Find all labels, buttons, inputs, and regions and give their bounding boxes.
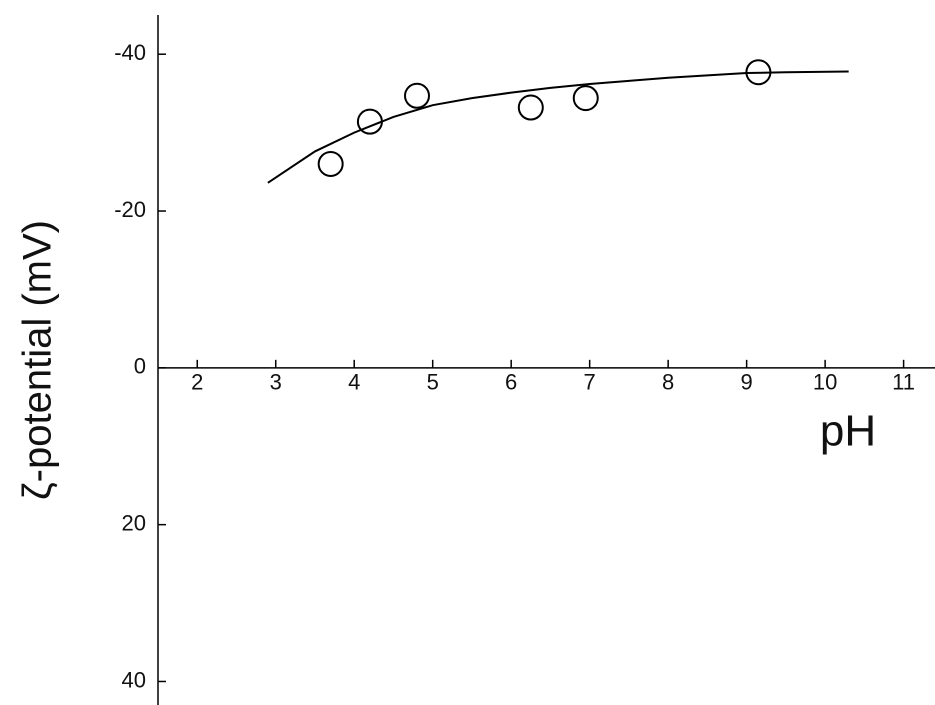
x-tick-label: 2 <box>191 370 203 395</box>
x-axis-label: pH <box>820 407 876 456</box>
x-tick-label: 5 <box>427 370 439 395</box>
y-axis-label: ζ-potential (mV) <box>16 220 60 500</box>
data-point <box>319 152 343 176</box>
x-tick-label: 11 <box>892 370 915 395</box>
x-tick-label: 10 <box>813 370 837 395</box>
y-tick-label: 40 <box>122 667 146 692</box>
x-tick-label: 9 <box>741 370 753 395</box>
x-tick-label: 8 <box>662 370 674 395</box>
x-tick-label: 4 <box>348 370 360 395</box>
data-point <box>519 96 543 120</box>
x-tick-label: 3 <box>270 370 282 395</box>
y-tick-label: 20 <box>122 510 146 535</box>
x-tick-label: 6 <box>505 370 517 395</box>
data-point <box>405 84 429 108</box>
fit-line <box>268 71 849 182</box>
y-tick-label: -40 <box>114 40 146 65</box>
x-tick-label: 7 <box>584 370 596 395</box>
data-point <box>574 86 598 110</box>
y-tick-label: 0 <box>134 354 146 379</box>
y-tick-label: -20 <box>114 197 146 222</box>
page: pH ζ-potential (mV) -40 -20 0 20 40 2 3 4 5 6 7 8 9 1… <box>0 0 935 705</box>
chart: pH ζ-potential (mV) -40 -20 0 20 40 2 3 4 5 6 7 8 9 1… <box>0 0 935 705</box>
